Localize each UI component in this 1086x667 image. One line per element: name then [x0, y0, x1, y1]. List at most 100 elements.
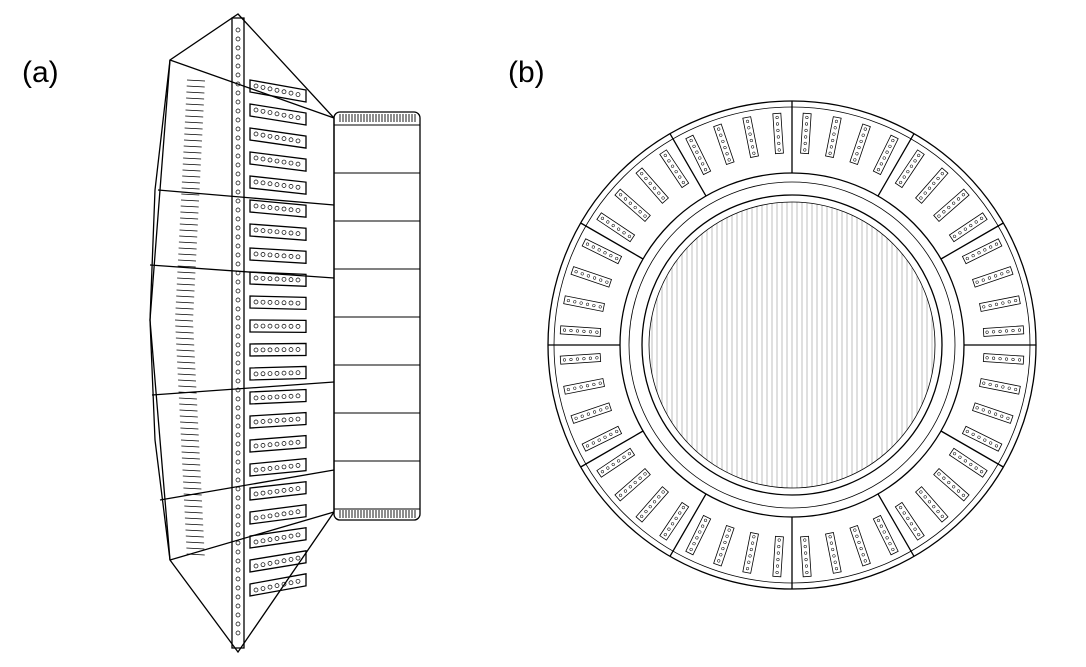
rib-hole [235, 63, 241, 69]
slot-hole [963, 459, 967, 463]
slot-hole [566, 298, 570, 303]
hatch-line [181, 193, 200, 196]
slot-frame [742, 116, 759, 158]
slot-hole [952, 201, 956, 205]
ring-slot [948, 447, 988, 478]
slot-hole [663, 153, 667, 157]
slot-hole [804, 122, 809, 126]
slot-hole [627, 234, 631, 238]
slot-hole [281, 534, 287, 540]
slot-frame [982, 353, 1025, 365]
slot-hole [638, 476, 642, 480]
slot-hole [681, 506, 685, 510]
hatch-line [182, 475, 201, 478]
slot-hole [721, 139, 725, 143]
hatch-line [177, 367, 196, 370]
slot-frame [961, 238, 1003, 265]
rib-hole [235, 585, 241, 591]
slot-frame [596, 212, 636, 243]
rib-hole [235, 180, 241, 186]
slot-hole [267, 584, 273, 590]
slot-hole [267, 181, 273, 187]
slot-hole [260, 204, 266, 210]
ring-slot [563, 295, 605, 312]
hatch-line [176, 295, 195, 298]
slot-hole [927, 186, 932, 190]
slot-frame [614, 188, 651, 222]
slot-frame [894, 149, 925, 189]
slot-hole [776, 557, 780, 562]
ring-slot [685, 514, 712, 556]
slot-hole [985, 330, 989, 334]
slot-hole [689, 138, 693, 143]
ring-slot [972, 266, 1014, 288]
slot-hole [274, 111, 280, 117]
slot-hole [1014, 298, 1018, 303]
rib-hole [235, 72, 241, 78]
slot-hole [281, 511, 287, 517]
rib-hole [235, 576, 241, 582]
hatch-line [183, 481, 202, 484]
slot-hole [611, 462, 615, 466]
slot-hole [919, 196, 923, 200]
slot-hole [749, 547, 753, 552]
slot-frame [685, 134, 712, 176]
slot-hole [804, 135, 808, 139]
side-slot [249, 103, 307, 126]
slot-hole [609, 254, 613, 258]
rib-hole [235, 261, 241, 267]
slot-hole [859, 139, 863, 143]
slot-hole [956, 489, 961, 493]
hatch-line [179, 229, 198, 232]
slot-hole [288, 580, 294, 586]
hatch-line [180, 199, 200, 202]
rib-hole [235, 108, 241, 114]
rib-hole [235, 207, 241, 213]
slot-hole [295, 277, 301, 283]
slot-hole [288, 487, 294, 492]
rib-hole [235, 567, 241, 573]
slot-hole [971, 432, 975, 436]
slot-hole [988, 304, 992, 308]
slot-hole [569, 328, 573, 333]
slot-hole [267, 537, 273, 542]
collar-bands [334, 114, 420, 518]
slot-hole [953, 234, 957, 238]
rib-hole [235, 360, 241, 366]
segment-divider [940, 222, 1004, 260]
hatch-line [179, 409, 198, 412]
slot-hole [295, 323, 301, 329]
rib-hole [235, 513, 241, 519]
slot-hole [585, 444, 590, 448]
ring-slot [570, 266, 612, 288]
slot-hole [987, 276, 991, 280]
slot-hole [919, 490, 923, 494]
slot-hole [958, 231, 962, 235]
segment-divider [580, 222, 644, 260]
slot-hole [580, 272, 584, 276]
slot-frame [249, 342, 307, 357]
slot-frame [249, 247, 307, 264]
slot-hole [861, 553, 865, 557]
hatch-line [185, 115, 204, 118]
slot-hole [595, 330, 599, 334]
hatch-line [177, 271, 196, 274]
slot-hole [617, 227, 621, 231]
slot-hole [295, 161, 301, 167]
slot-hole [777, 141, 781, 145]
hatch-line [176, 343, 195, 346]
slot-hole [274, 394, 280, 400]
slot-hole [281, 253, 287, 259]
slot-frame [249, 388, 307, 405]
side-slot [249, 573, 307, 597]
slot-frame [659, 501, 690, 541]
slot-hole [776, 128, 780, 133]
slot-frame [249, 175, 307, 195]
slot-hole [1007, 300, 1011, 304]
slot-hole [579, 385, 583, 389]
slot-hole [974, 220, 978, 224]
slot-hole [932, 181, 936, 185]
ring-slot [614, 188, 651, 222]
slot-frame [249, 434, 307, 453]
slot-hole [605, 280, 609, 284]
